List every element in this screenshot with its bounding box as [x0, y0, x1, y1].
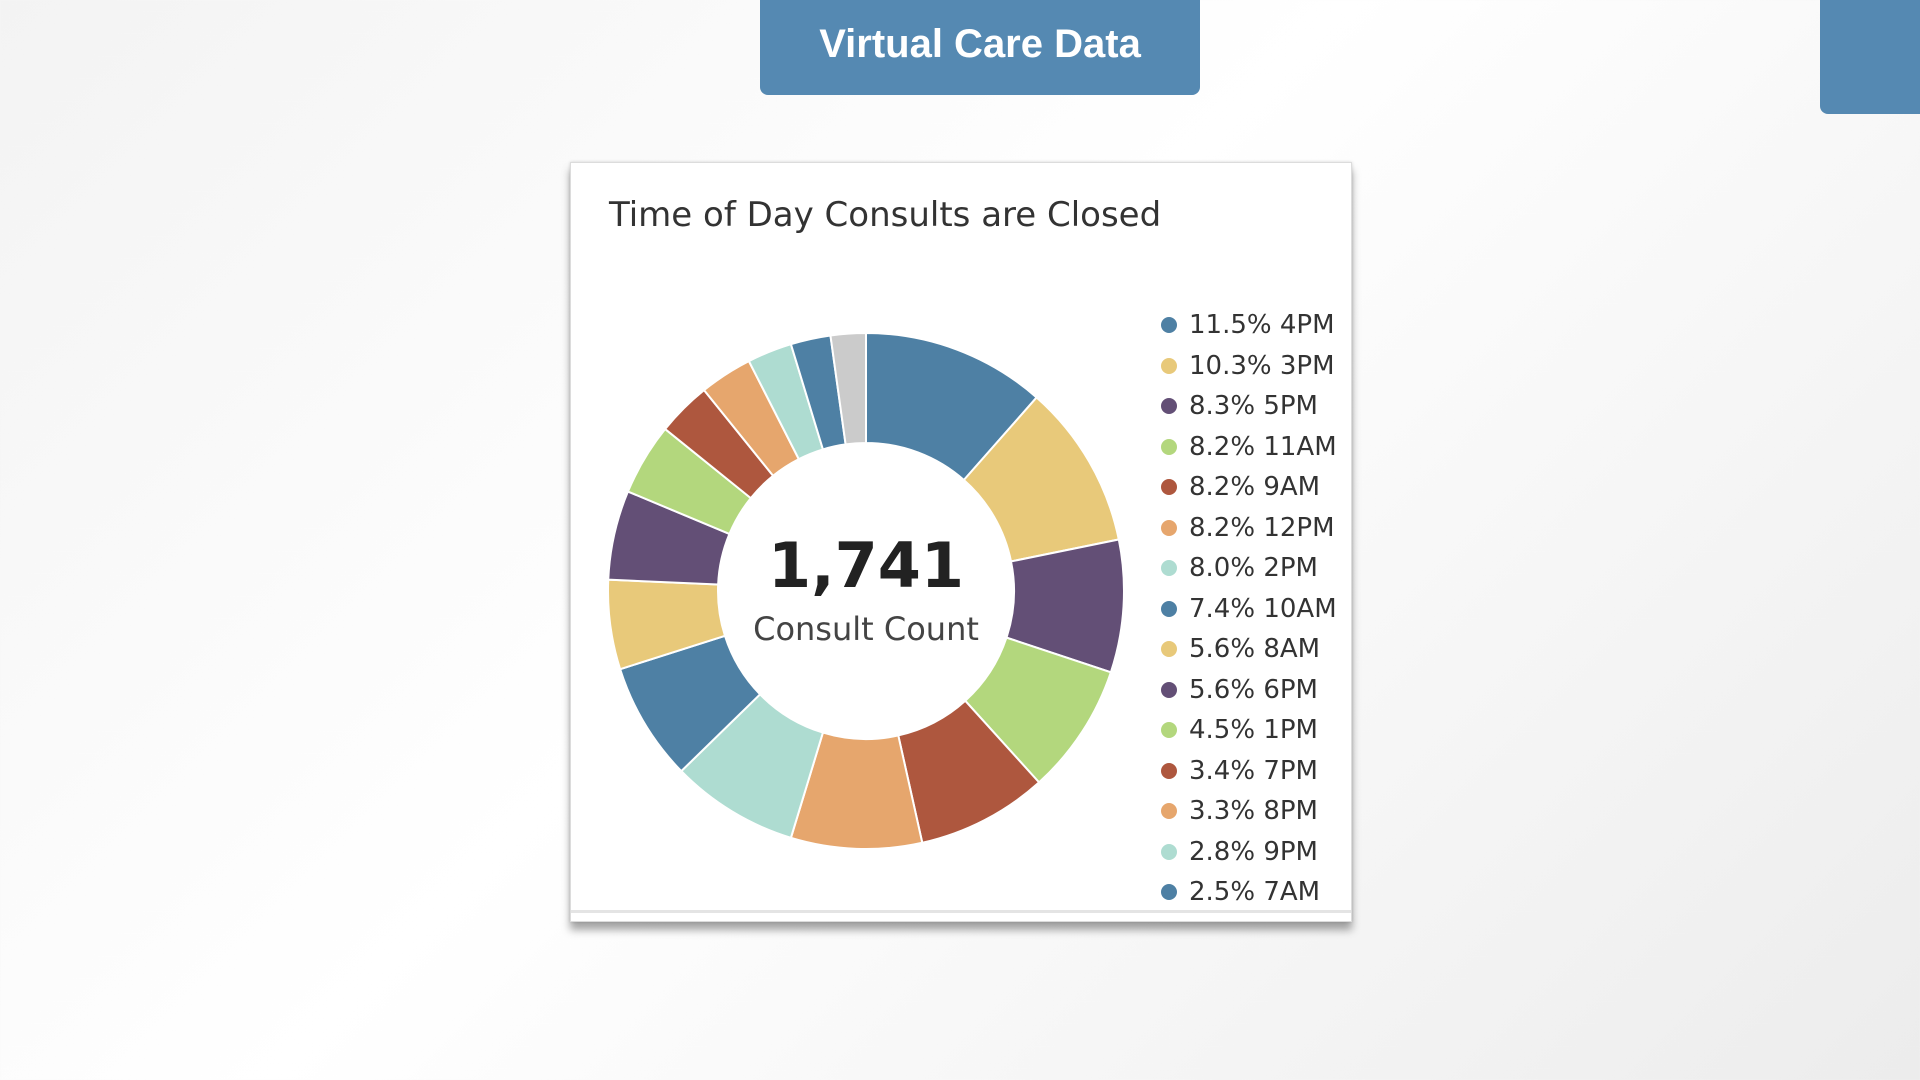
- legend-item-7pm[interactable]: 3.4% 7PM: [1161, 751, 1337, 792]
- legend-label: 5.6% 6PM: [1189, 674, 1318, 705]
- legend-dot-icon: [1161, 438, 1177, 455]
- legend-label: 4.5% 1PM: [1189, 715, 1318, 746]
- legend-item-12pm[interactable]: 8.2% 12PM: [1161, 508, 1337, 549]
- legend-dot-icon: [1161, 884, 1177, 901]
- donut-chart: 1,741 Consult Count: [607, 331, 1125, 850]
- slice-other[interactable]: [829, 331, 867, 446]
- chart-card: Time of Day Consults are Closed 1,741 Co…: [570, 162, 1352, 922]
- chart-legend: 11.5% 4PM 10.3% 3PM 8.3% 5PM 8.2% 11AM 8.2% …: [1161, 305, 1337, 913]
- legend-item-5pm[interactable]: 8.3% 5PM: [1161, 386, 1337, 427]
- legend-item-8am[interactable]: 5.6% 8AM: [1161, 629, 1337, 670]
- legend-label: 7.4% 10AM: [1189, 593, 1337, 624]
- header-title-tab: Virtual Care Data: [760, 0, 1200, 95]
- corner-tab: [1820, 0, 1920, 114]
- legend-label: 5.6% 8AM: [1189, 634, 1321, 665]
- legend-item-10am[interactable]: 7.4% 10AM: [1161, 589, 1337, 630]
- legend-dot-icon: [1161, 803, 1177, 820]
- legend-dot-icon: [1161, 560, 1177, 577]
- page-title: Virtual Care Data: [819, 22, 1141, 66]
- legend-label: 8.2% 11AM: [1189, 431, 1337, 462]
- legend-dot-icon: [1161, 317, 1177, 334]
- legend-label: 3.4% 7PM: [1189, 755, 1318, 786]
- legend-dot-icon: [1161, 722, 1177, 739]
- legend-dot-icon: [1161, 519, 1177, 536]
- card-divider: [571, 910, 1351, 913]
- legend-item-8pm[interactable]: 3.3% 8PM: [1161, 791, 1337, 832]
- legend-label: 3.3% 8PM: [1189, 796, 1318, 827]
- legend-label: 8.2% 12PM: [1189, 512, 1335, 543]
- legend-dot-icon: [1161, 641, 1177, 658]
- legend-dot-icon: [1161, 600, 1177, 617]
- legend-item-1pm[interactable]: 4.5% 1PM: [1161, 710, 1337, 751]
- legend-item-11am[interactable]: 8.2% 11AM: [1161, 427, 1337, 468]
- legend-item-4pm[interactable]: 11.5% 4PM: [1161, 305, 1337, 346]
- center-label: Consult Count: [753, 610, 979, 648]
- center-value: 1,741: [768, 529, 964, 602]
- legend-dot-icon: [1161, 479, 1177, 496]
- legend-label: 8.3% 5PM: [1189, 391, 1318, 422]
- legend-label: 2.5% 7AM: [1189, 877, 1321, 908]
- legend-label: 10.3% 3PM: [1189, 350, 1335, 381]
- legend-label: 11.5% 4PM: [1189, 310, 1335, 341]
- legend-dot-icon: [1161, 843, 1177, 860]
- legend-label: 8.0% 2PM: [1189, 553, 1318, 584]
- legend-dot-icon: [1161, 762, 1177, 779]
- donut-slices: [607, 331, 1125, 850]
- legend-label: 8.2% 9AM: [1189, 472, 1321, 503]
- legend-item-9pm[interactable]: 2.8% 9PM: [1161, 832, 1337, 873]
- legend-item-3pm[interactable]: 10.3% 3PM: [1161, 346, 1337, 387]
- legend-item-7am[interactable]: 2.5% 7AM: [1161, 872, 1337, 913]
- legend-dot-icon: [1161, 357, 1177, 374]
- chart-title: Time of Day Consults are Closed: [609, 195, 1162, 235]
- legend-item-6pm[interactable]: 5.6% 6PM: [1161, 670, 1337, 711]
- legend-dot-icon: [1161, 398, 1177, 415]
- legend-item-2pm[interactable]: 8.0% 2PM: [1161, 548, 1337, 589]
- legend-dot-icon: [1161, 681, 1177, 698]
- legend-label: 2.8% 9PM: [1189, 836, 1318, 867]
- legend-item-9am[interactable]: 8.2% 9AM: [1161, 467, 1337, 508]
